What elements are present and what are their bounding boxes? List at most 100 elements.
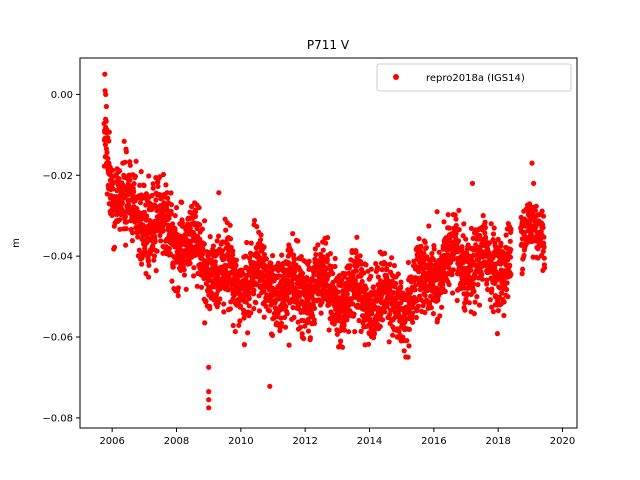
data-point: [110, 186, 116, 192]
data-point: [405, 354, 411, 360]
data-point: [382, 309, 388, 315]
data-point: [225, 287, 231, 293]
data-point: [395, 271, 401, 277]
data-point: [155, 183, 161, 189]
data-point: [356, 317, 362, 324]
data-point: [123, 242, 129, 248]
data-point: [106, 138, 112, 144]
data-point: [246, 295, 252, 302]
data-point: [304, 275, 310, 281]
data-point: [383, 261, 389, 267]
data-point: [267, 308, 273, 314]
x-tick-label: 2006: [99, 436, 124, 447]
data-point: [422, 292, 428, 298]
data-point: [460, 259, 466, 265]
data-point: [153, 197, 159, 203]
data-point: [358, 328, 364, 334]
data-point: [540, 225, 546, 231]
data-point: [288, 247, 294, 254]
data-point: [452, 212, 458, 218]
data-point: [237, 318, 243, 324]
data-point: [196, 205, 202, 211]
data-point: [155, 179, 161, 185]
data-point: [422, 239, 428, 245]
data-point: [282, 314, 288, 321]
data-point: [139, 255, 145, 261]
data-point: [455, 238, 462, 244]
data-point: [153, 268, 159, 274]
data-point: [110, 167, 116, 173]
data-point: [197, 236, 203, 242]
data-point: [251, 217, 258, 224]
data-point: [312, 305, 318, 311]
x-axis-ticks: 2006 2008 2010 2012 2014 2016 2018 2020: [99, 428, 575, 447]
data-point: [419, 285, 425, 291]
data-point: [410, 319, 416, 325]
data-point: [137, 182, 143, 188]
data-point: [175, 293, 181, 299]
data-point: [389, 255, 395, 261]
data-point: [284, 311, 290, 317]
data-point: [124, 219, 130, 225]
data-point: [219, 248, 225, 254]
data-point: [193, 209, 199, 215]
data-point: [412, 287, 418, 293]
data-point: [104, 191, 110, 197]
data-point: [490, 309, 496, 315]
data-point: [490, 231, 497, 237]
data-point: [206, 389, 212, 395]
data-point: [466, 300, 472, 306]
data-point: [210, 243, 216, 249]
data-point: [233, 262, 239, 268]
data-point: [480, 213, 486, 219]
data-point: [216, 233, 222, 239]
data-point: [471, 311, 477, 317]
data-point: [482, 230, 488, 236]
data-point: [334, 331, 340, 337]
data-point: [313, 252, 319, 258]
data-point: [292, 256, 298, 262]
data-point: [127, 162, 133, 168]
data-point: [179, 199, 185, 205]
y-tick-label: −0.04: [42, 252, 73, 263]
data-point: [487, 297, 493, 303]
data-point: [453, 230, 459, 237]
data-point: [346, 329, 352, 335]
data-point: [414, 298, 420, 304]
data-point: [105, 156, 111, 162]
data-point: [207, 234, 213, 240]
data-point: [330, 270, 336, 277]
data-point: [436, 249, 442, 255]
data-point: [297, 324, 303, 330]
data-point: [151, 253, 157, 259]
data-point: [298, 254, 304, 260]
data-point: [133, 158, 139, 164]
data-point: [282, 324, 289, 330]
data-point: [373, 261, 379, 267]
data-point: [261, 244, 267, 250]
y-axis-ticks: 0.00 −0.02 −0.04 −0.06 −0.08: [42, 90, 80, 424]
data-point: [192, 213, 199, 219]
data-point: [541, 244, 547, 250]
data-point: [384, 266, 390, 272]
data-point: [127, 177, 133, 183]
data-point: [164, 190, 170, 196]
data-point: [230, 322, 236, 329]
data-point: [421, 250, 427, 256]
data-point: [241, 342, 247, 348]
data-point: [471, 288, 477, 294]
data-point: [306, 258, 312, 264]
data-point: [139, 261, 145, 267]
data-point: [379, 267, 385, 273]
data-point: [189, 203, 195, 210]
data-point: [501, 299, 507, 305]
data-point: [188, 243, 194, 250]
data-point: [489, 286, 495, 292]
legend-marker: [393, 74, 399, 80]
data-point: [320, 247, 326, 253]
data-point: [404, 338, 410, 344]
data-point: [431, 257, 437, 263]
data-point: [221, 309, 227, 315]
data-point: [194, 225, 200, 232]
data-point: [508, 226, 514, 232]
